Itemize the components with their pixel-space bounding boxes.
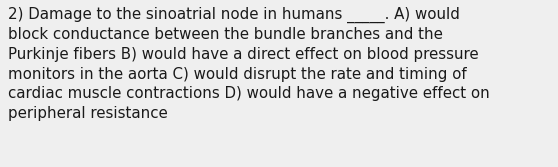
Text: 2) Damage to the sinoatrial node in humans _____. A) would
block conductance bet: 2) Damage to the sinoatrial node in huma…	[8, 7, 490, 121]
